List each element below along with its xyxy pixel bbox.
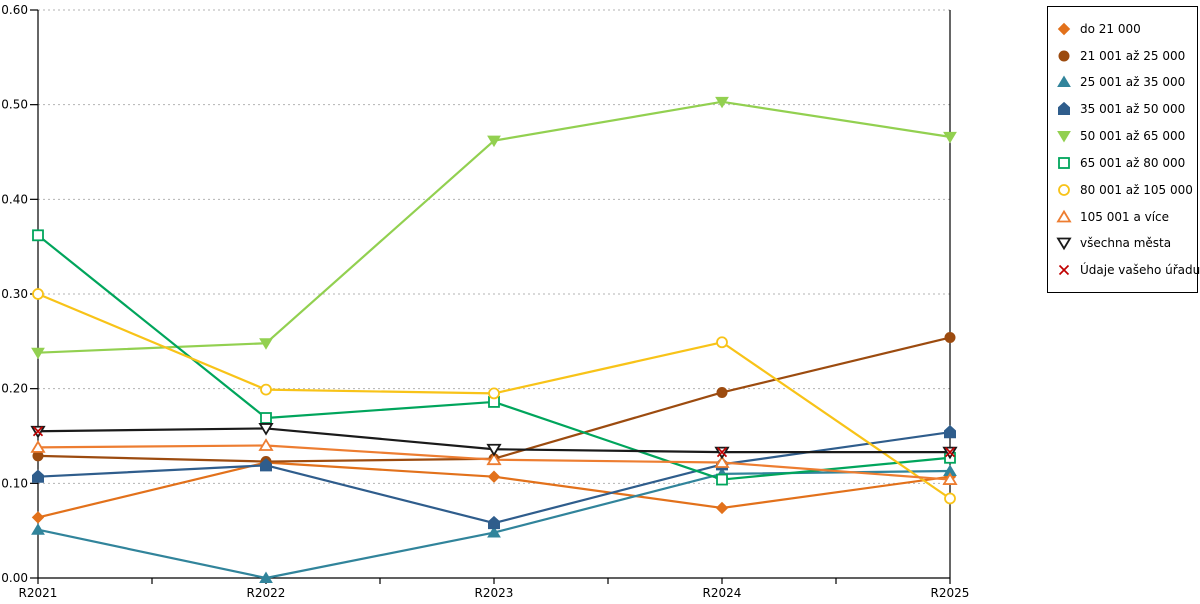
- triangle-up-marker: [942, 472, 958, 485]
- triangle-down-marker: [259, 338, 273, 350]
- triangle-up-marker: [714, 455, 730, 468]
- y-tick-label: 0.50: [1, 98, 28, 112]
- series-35-001-a-50-000: [32, 425, 956, 530]
- legend-item-do-21-000: do 21 000: [1055, 21, 1195, 37]
- x-tick-label: R2023: [475, 586, 514, 600]
- triangle-up-marker: [486, 452, 502, 466]
- circle-marker: [716, 386, 728, 398]
- triangle-down-marker: [715, 96, 729, 109]
- x-legend-icon: [1058, 265, 1070, 276]
- square-marker: [260, 412, 272, 424]
- x-marker: [716, 446, 728, 458]
- legend-label: do 21 000: [1080, 21, 1141, 36]
- square-legend-icon: [1058, 156, 1070, 169]
- legend-item-80-001-a-105-000: 80 001 až 105 000: [1055, 182, 1195, 198]
- square-marker: [1058, 156, 1070, 169]
- series-line-65-001-a-80-000: [37, 234, 951, 481]
- series-105-001-a-v-ce: [30, 438, 958, 485]
- legend-item-25-001-a-35-000: 25 001 až 35 000: [1055, 74, 1195, 90]
- legend-label: 50 001 až 65 000: [1080, 129, 1186, 144]
- legend-label: 105 001 a více: [1080, 209, 1170, 224]
- triangle-down-marker: [1057, 131, 1071, 143]
- legend-item-105-001-a-v-ce: 105 001 a více: [1055, 209, 1195, 225]
- y-tick-label: 0.40: [1, 192, 28, 206]
- triangle-down-marker: [1056, 237, 1072, 251]
- series-daje-va-eho-adu: [32, 426, 956, 458]
- legend-label: 21 001 až 25 000: [1080, 48, 1186, 63]
- pentagon-marker: [488, 515, 500, 530]
- diamond-marker: [715, 501, 729, 515]
- pentagon-legend-icon: [1058, 102, 1070, 116]
- triangle-down-marker: [487, 135, 501, 148]
- legend-label: 65 001 až 80 000: [1080, 155, 1186, 170]
- circle-marker: [716, 336, 728, 349]
- x-tick-label: R2022: [247, 586, 286, 600]
- legend-label: 35 001 až 50 000: [1080, 102, 1186, 117]
- pentagon-marker: [260, 458, 272, 472]
- triangle-up-legend-icon: [1057, 75, 1071, 88]
- triangle-up-legend-icon: [1056, 209, 1072, 222]
- diamond-legend-icon: [1057, 22, 1071, 36]
- series-50-001-a-65-000: [31, 96, 957, 360]
- circle-legend-icon: [1058, 50, 1070, 62]
- triangle-up-marker: [259, 571, 273, 583]
- circle-marker: [1058, 183, 1070, 196]
- triangle-up-marker: [1056, 209, 1072, 222]
- triangle-up-marker: [1057, 75, 1071, 88]
- circle-marker: [260, 383, 272, 396]
- y-tick-label: 0.00: [1, 571, 28, 585]
- diamond-marker: [31, 511, 45, 524]
- triangle-down-legend-icon: [1056, 237, 1072, 251]
- pentagon-marker: [944, 425, 956, 439]
- circle-marker: [32, 288, 44, 300]
- pentagon-marker: [1058, 102, 1070, 116]
- x-marker: [32, 426, 44, 437]
- circle-marker: [944, 332, 956, 344]
- triangle-down-marker: [943, 131, 957, 144]
- triangle-up-marker: [487, 526, 501, 538]
- legend: do 21 000 21 001 až 25 000 25 001 až 35 00…: [1047, 6, 1200, 293]
- series-80-001-a-105-000: [32, 288, 956, 505]
- triangle-down-legend-icon: [1057, 131, 1071, 143]
- x-tick-label: R2025: [931, 586, 970, 600]
- legend-label: 25 001 až 35 000: [1080, 75, 1186, 90]
- legend-label: Údaje vašeho úřadu: [1080, 263, 1200, 278]
- y-tick-label: 0.20: [1, 382, 28, 396]
- legend-label: všechna města: [1080, 236, 1172, 251]
- x-tick-label: R2024: [703, 586, 742, 600]
- triangle-down-marker: [486, 443, 502, 457]
- legend-item-v-echna-m-sta: všechna města: [1055, 235, 1195, 251]
- triangle-up-marker: [258, 438, 274, 451]
- pentagon-marker: [32, 469, 44, 483]
- y-tick-label: 0.60: [1, 3, 28, 17]
- circle-marker: [944, 492, 956, 505]
- square-marker: [32, 229, 44, 242]
- legend-item-daje-va-eho-adu: Údaje vašeho úřadu: [1055, 262, 1200, 278]
- x-marker: [1058, 265, 1070, 276]
- legend-item-35-001-a-50-000: 35 001 až 50 000: [1055, 101, 1195, 117]
- circle-legend-icon: [1058, 183, 1070, 196]
- y-tick-label: 0.10: [1, 476, 28, 490]
- series-do-21-000: [31, 456, 957, 524]
- triangle-down-marker: [258, 423, 274, 436]
- x-marker: [944, 446, 956, 458]
- triangle-down-marker: [31, 347, 45, 360]
- legend-item-50-001-a-65-000: 50 001 až 65 000: [1055, 128, 1195, 144]
- y-tick-label: 0.30: [1, 287, 28, 301]
- legend-label: 80 001 až 105 000: [1080, 182, 1193, 197]
- legend-item-65-001-a-80-000: 65 001 až 80 000: [1055, 155, 1195, 171]
- x-tick-label: R2021: [19, 586, 58, 600]
- triangle-up-marker: [30, 440, 46, 453]
- triangle-up-marker: [31, 523, 45, 535]
- circle-marker: [488, 387, 500, 400]
- circle-marker: [1058, 50, 1070, 62]
- square-marker: [716, 473, 728, 486]
- diamond-marker: [1057, 22, 1071, 36]
- legend-item-21-001-a-25-000: 21 001 až 25 000: [1055, 48, 1195, 64]
- diamond-marker: [487, 470, 501, 483]
- series-v-echna-m-sta: [30, 423, 958, 460]
